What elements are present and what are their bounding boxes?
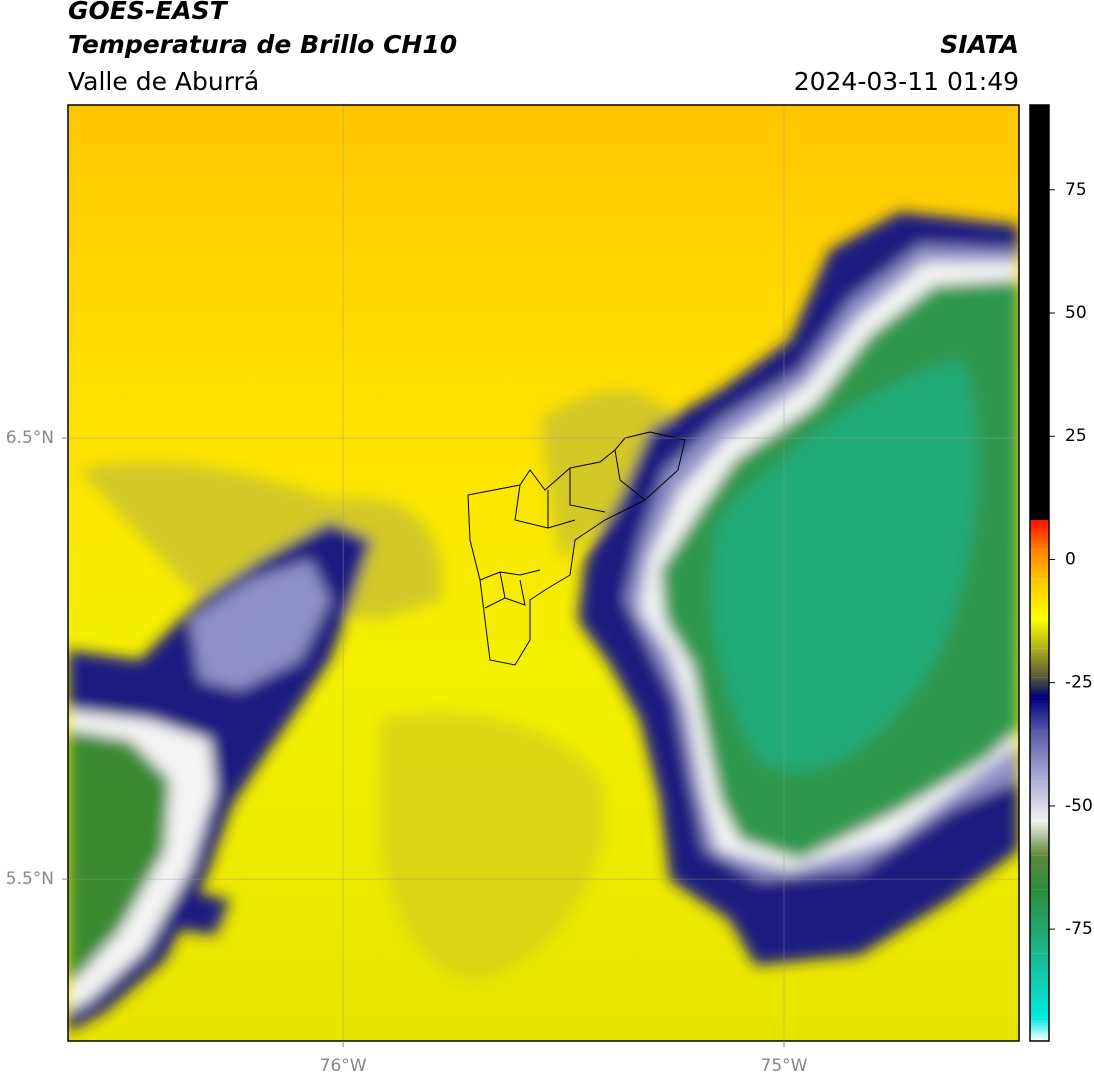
colorbar-tick-label: 0 bbox=[1065, 549, 1076, 569]
municipality-outlines bbox=[467, 431, 686, 666]
colorbar-segment bbox=[1030, 677, 1049, 698]
colorbar-segment bbox=[1030, 855, 1049, 890]
colorbar-segment bbox=[1030, 579, 1049, 619]
colorbar-segment bbox=[1030, 889, 1049, 954]
subtitle: Temperatura de Brillo CH10 bbox=[68, 30, 457, 59]
x-tick-label: 76°W bbox=[320, 1056, 367, 1076]
colorbar-segment bbox=[1030, 105, 1049, 520]
colorbar-segment bbox=[1030, 781, 1049, 821]
colorbar-segment bbox=[1030, 731, 1049, 782]
colorbar-tick-label: 75 bbox=[1065, 180, 1087, 200]
colorbar-tick-label: -50 bbox=[1065, 796, 1093, 816]
source: SIATA bbox=[940, 30, 1019, 59]
colorbar-frame bbox=[1029, 104, 1050, 1042]
region: Valle de Aburrá bbox=[68, 67, 259, 96]
colorbar-segment bbox=[1030, 820, 1049, 856]
datetime: 2024-03-11 01:49 bbox=[794, 67, 1019, 96]
colorbar-segment bbox=[1030, 549, 1049, 580]
colorbar-segment bbox=[1030, 618, 1049, 649]
colorbar-segment bbox=[1030, 697, 1049, 732]
cloud-field bbox=[68, 212, 1019, 1032]
map-field bbox=[68, 105, 1019, 1041]
colorbar-tick-label: 50 bbox=[1065, 303, 1087, 323]
x-tick-label: 75°W bbox=[761, 1056, 808, 1076]
colorbar-tick-label: -75 bbox=[1065, 919, 1093, 939]
colorbar-segment bbox=[1030, 648, 1049, 678]
colorbar-tick-label: 25 bbox=[1065, 426, 1087, 446]
colorbar-segment bbox=[1030, 520, 1049, 550]
y-tick-label: 5.5°N bbox=[6, 869, 54, 889]
map-frame bbox=[67, 104, 1020, 1042]
y-tick-label: 6.5°N bbox=[6, 428, 54, 448]
title: GOES-EAST bbox=[68, 0, 229, 25]
colorbar-segment bbox=[1030, 1017, 1049, 1041]
colorbar-segment bbox=[1030, 953, 1049, 1018]
colorbar-tick-label: -25 bbox=[1065, 673, 1093, 693]
